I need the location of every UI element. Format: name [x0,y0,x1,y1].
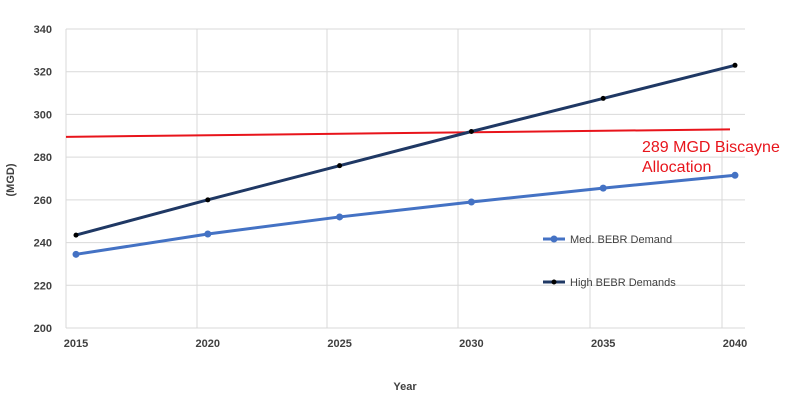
data-point [204,230,212,238]
y-tick-label: 300 [34,109,52,121]
data-point [468,129,474,135]
x-tick-labels: 2015 2020 2025 2030 2035 2040 [64,338,747,350]
reference-label-line2: Allocation [642,159,711,176]
y-tick-label: 200 [34,323,52,335]
legend-label: Med. BEBR Demand [570,234,672,246]
x-tick-label: 2015 [64,338,88,350]
x-tick-label: 2025 [327,338,351,350]
legend-marker [551,279,557,285]
reference-label-line1: 289 MGD Biscayne [642,139,780,156]
y-tick-label: 260 [34,195,52,207]
y-tick-labels: 200 220 240 260 280 300 320 340 [34,24,52,335]
x-tick-label: 2030 [459,338,483,350]
x-axis-title: Year [393,381,417,393]
series-line [75,173,736,256]
y-tick-label: 280 [34,152,52,164]
series-line [75,63,736,237]
y-tick-label: 240 [34,238,52,250]
x-tick-label: 2020 [196,338,220,350]
gridlines [65,28,745,328]
data-point [336,213,344,221]
legend-marker [550,235,558,243]
y-axis-title: (MGD) [5,163,17,196]
data-point [72,250,80,258]
data-point [600,95,606,101]
allocation-reference-line [65,128,731,138]
data-point [731,171,739,179]
data-point [205,197,211,203]
x-tick-label: 2035 [591,338,615,350]
data-point [337,163,343,169]
data-point [467,198,475,206]
legend: Med. BEBR Demand High BEBR Demands [543,234,676,289]
x-tick-label: 2040 [723,338,747,350]
y-tick-label: 340 [34,24,52,36]
y-tick-label: 220 [34,280,52,292]
data-point [732,62,738,68]
data-point [599,184,607,192]
data-point [73,232,79,238]
series-layer [72,62,739,258]
y-tick-label: 320 [34,67,52,79]
legend-label: High BEBR Demands [570,277,676,289]
